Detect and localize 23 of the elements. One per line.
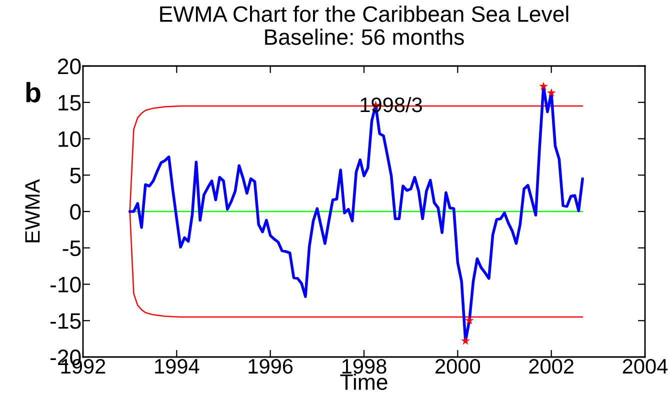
y-tick-label: 0 xyxy=(70,204,81,220)
point xyxy=(461,336,470,345)
y-tick-label: 10 xyxy=(58,131,81,148)
chart-subtitle: Baseline: 56 months xyxy=(265,28,464,45)
x-tick-label: 1998 xyxy=(342,358,386,374)
x-axis-title: Time xyxy=(340,374,388,390)
y-tick-label: -5 xyxy=(62,240,81,256)
point xyxy=(546,88,556,97)
point xyxy=(539,82,548,90)
x-tick-label: 2004 xyxy=(622,358,668,374)
y-tick-label: -10 xyxy=(50,276,81,293)
point xyxy=(464,316,474,324)
y-tick-label: -15 xyxy=(50,313,81,329)
y-tick-label: 5 xyxy=(70,168,81,184)
text: b xyxy=(26,82,40,102)
x-tick-label: 1994 xyxy=(155,358,200,374)
x-tick-label: 2000 xyxy=(436,358,480,374)
y-axis-title: EWMA xyxy=(25,179,40,242)
y-tick-label: 20 xyxy=(58,58,81,74)
y-tick-label: 15 xyxy=(58,95,81,111)
x-tick-label: 2002 xyxy=(529,358,574,374)
x-tick-label: 1996 xyxy=(248,358,293,374)
chart-title: EWMA Chart for the Caribbean Sea Level xyxy=(160,6,568,22)
